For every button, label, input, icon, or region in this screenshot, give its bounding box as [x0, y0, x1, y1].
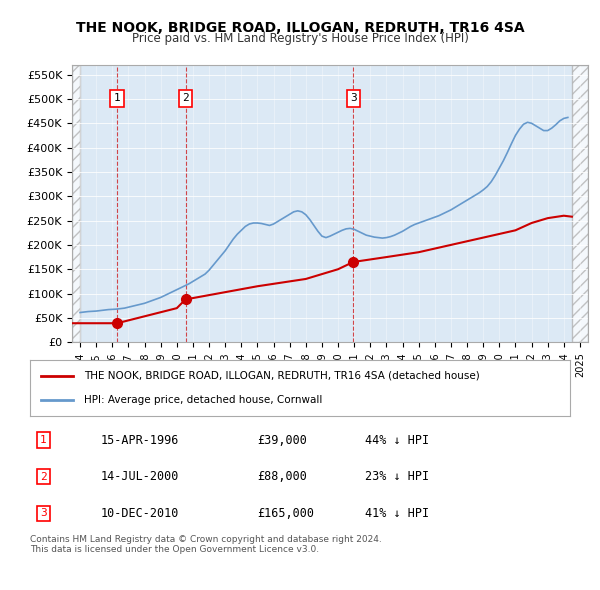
- Text: 44% ↓ HPI: 44% ↓ HPI: [365, 434, 429, 447]
- Text: £39,000: £39,000: [257, 434, 307, 447]
- Text: 2: 2: [40, 472, 47, 481]
- Text: 3: 3: [350, 93, 357, 103]
- Text: 41% ↓ HPI: 41% ↓ HPI: [365, 507, 429, 520]
- Text: 14-JUL-2000: 14-JUL-2000: [100, 470, 179, 483]
- Bar: [72, 65, 80, 342]
- Text: 1: 1: [113, 93, 121, 103]
- Text: 1: 1: [40, 435, 47, 445]
- Text: £165,000: £165,000: [257, 507, 314, 520]
- Text: 23% ↓ HPI: 23% ↓ HPI: [365, 470, 429, 483]
- Text: £88,000: £88,000: [257, 470, 307, 483]
- Text: 15-APR-1996: 15-APR-1996: [100, 434, 179, 447]
- Text: Price paid vs. HM Land Registry's House Price Index (HPI): Price paid vs. HM Land Registry's House …: [131, 32, 469, 45]
- Text: THE NOOK, BRIDGE ROAD, ILLOGAN, REDRUTH, TR16 4SA (detached house): THE NOOK, BRIDGE ROAD, ILLOGAN, REDRUTH,…: [84, 371, 480, 381]
- Text: Contains HM Land Registry data © Crown copyright and database right 2024.
This d: Contains HM Land Registry data © Crown c…: [30, 535, 382, 554]
- Text: 3: 3: [40, 509, 47, 518]
- Text: 2: 2: [182, 93, 189, 103]
- Text: 10-DEC-2010: 10-DEC-2010: [100, 507, 179, 520]
- Text: HPI: Average price, detached house, Cornwall: HPI: Average price, detached house, Corn…: [84, 395, 322, 405]
- Text: THE NOOK, BRIDGE ROAD, ILLOGAN, REDRUTH, TR16 4SA: THE NOOK, BRIDGE ROAD, ILLOGAN, REDRUTH,…: [76, 21, 524, 35]
